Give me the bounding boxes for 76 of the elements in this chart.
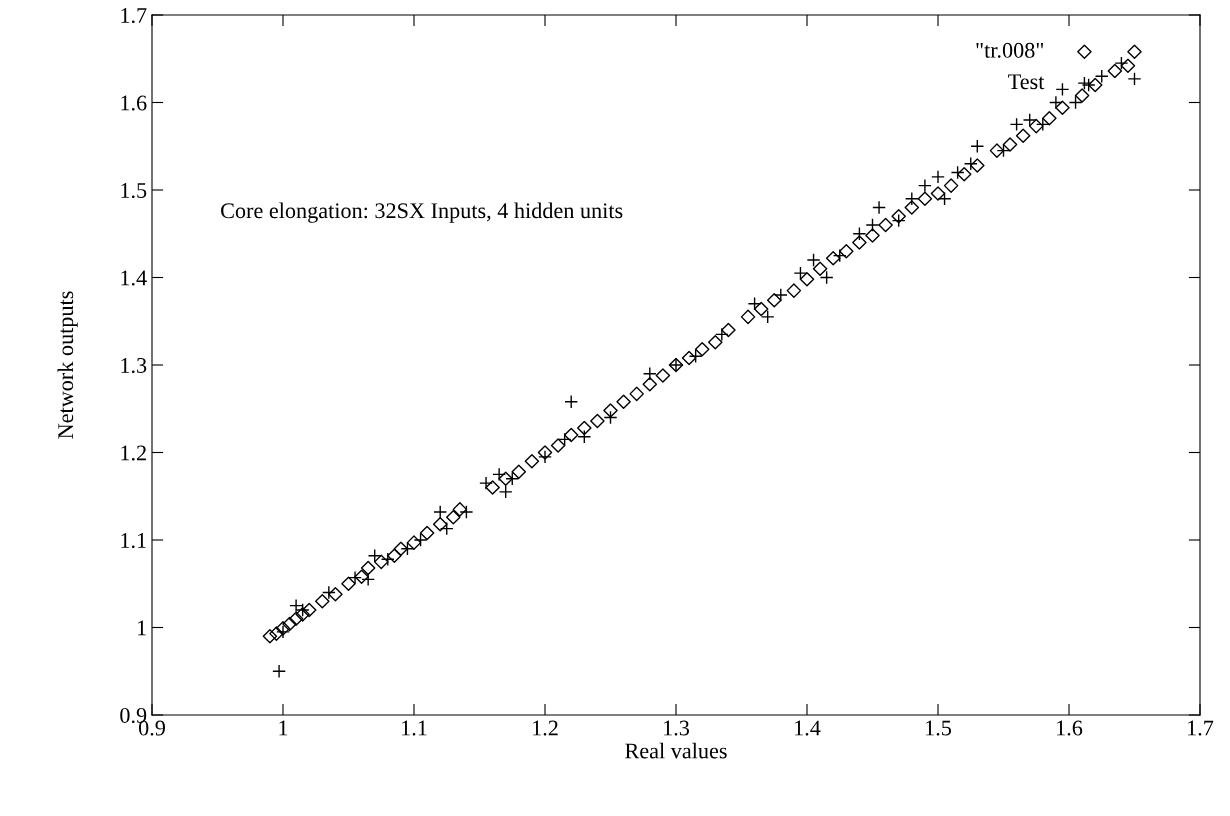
point	[688, 349, 703, 364]
x-tick-label: 1.2	[533, 720, 558, 736]
y-tick-label: 1.5	[121, 183, 147, 199]
point	[564, 394, 579, 409]
y-tick-label: 1.1	[121, 533, 146, 549]
y-tick-label: 1.3	[121, 357, 147, 374]
point	[970, 139, 985, 154]
point	[505, 471, 520, 486]
x-tick-label: 1.3	[664, 720, 690, 736]
annotation: Core elongation: 32SX Inputs, 4 hidden units	[221, 202, 623, 223]
point	[1094, 69, 1109, 84]
point	[577, 429, 592, 444]
point	[413, 533, 428, 547]
point	[832, 248, 847, 263]
point	[819, 270, 834, 285]
legend-label: Test	[1008, 74, 1045, 90]
point	[1081, 78, 1096, 92]
point	[669, 358, 683, 372]
point	[865, 218, 880, 232]
point	[380, 552, 395, 567]
point	[760, 309, 775, 324]
point	[937, 191, 952, 206]
point	[367, 548, 382, 563]
point	[747, 296, 762, 311]
legend-label: "tr.008"	[976, 42, 1044, 58]
point	[603, 410, 618, 425]
point	[400, 541, 415, 556]
point	[806, 253, 821, 267]
x-tick-label: 1.6	[1057, 720, 1083, 736]
point	[931, 169, 945, 184]
point	[793, 266, 808, 281]
point	[773, 288, 788, 302]
point	[963, 156, 978, 171]
point	[459, 505, 474, 519]
point	[1022, 113, 1037, 127]
x-tick-label: 1.1	[402, 720, 427, 736]
y-tick-label: 1.2	[121, 445, 146, 461]
point	[714, 327, 729, 342]
point	[498, 484, 513, 499]
point	[272, 664, 286, 679]
y-tick-label: 1	[137, 620, 146, 636]
y-tick-label: 1.6	[121, 95, 147, 111]
point	[1055, 82, 1070, 97]
point	[492, 467, 507, 482]
point	[1068, 95, 1083, 110]
point	[538, 449, 552, 464]
point	[321, 585, 336, 600]
y-axis-title: Network outputs	[57, 291, 78, 439]
point	[852, 226, 867, 241]
point	[891, 213, 906, 228]
point	[557, 432, 572, 447]
point	[348, 570, 362, 585]
y-tick-label: 1.7	[121, 8, 147, 24]
point	[1035, 117, 1050, 132]
point	[1009, 117, 1024, 132]
point	[1048, 95, 1063, 110]
y-tick-label: 1.4	[121, 270, 147, 286]
point	[295, 603, 310, 617]
x-tick-label: 1	[279, 720, 288, 736]
point	[361, 572, 376, 587]
point	[872, 200, 886, 215]
point	[1127, 71, 1142, 86]
point	[439, 521, 454, 536]
x-tick-label: 1.7	[1188, 720, 1214, 736]
point	[1114, 56, 1129, 71]
point	[642, 366, 657, 381]
point	[289, 598, 304, 613]
point	[950, 165, 965, 180]
point	[996, 143, 1011, 158]
x-axis-title: Real values	[625, 742, 727, 759]
point	[917, 178, 932, 193]
x-tick-label: 1.4	[795, 720, 821, 736]
point	[433, 505, 448, 519]
point	[904, 191, 919, 206]
point	[479, 476, 493, 491]
x-tick-label: 1.5	[926, 720, 952, 736]
